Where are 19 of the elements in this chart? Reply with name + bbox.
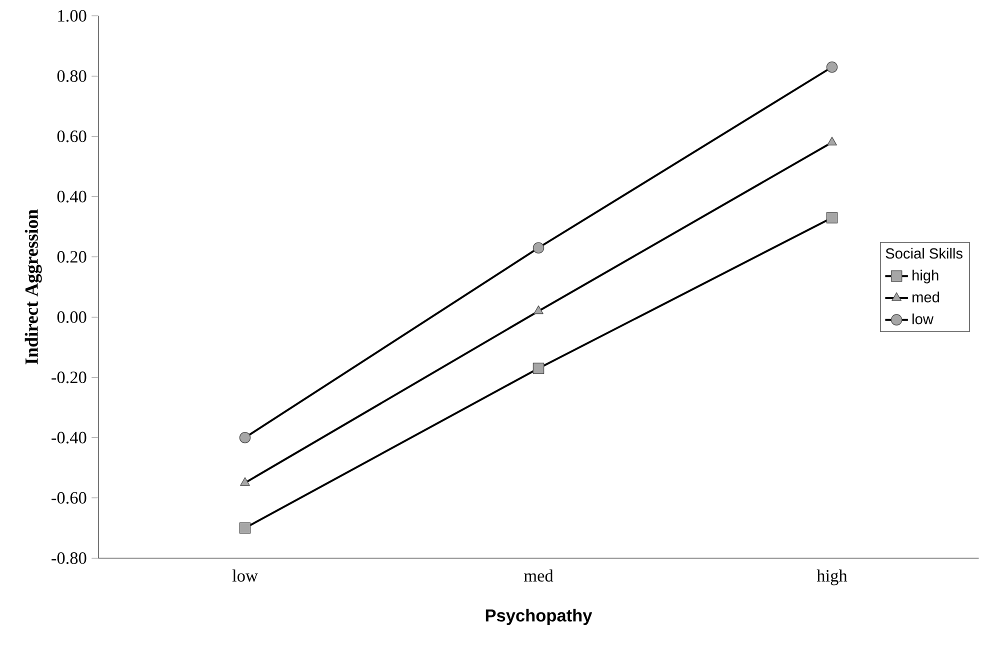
y-tick-label: -0.40 <box>52 432 86 444</box>
y-axis-title: Indirect Aggression <box>24 209 42 364</box>
y-tick-label: 0.40 <box>57 190 86 203</box>
y-tick-label: 0.60 <box>57 130 86 142</box>
y-tick-label: -0.20 <box>52 372 86 384</box>
legend-label: med <box>912 292 940 302</box>
x-tick-label: low <box>232 570 258 582</box>
y-tick-label: -0.80 <box>52 552 86 564</box>
y-tick-label: 0.80 <box>57 70 86 82</box>
y-tick-label: 0.00 <box>57 311 86 324</box>
legend-title: Social Skills <box>886 248 962 259</box>
y-tick-label: -0.60 <box>52 492 86 504</box>
y-tick-label: 1.00 <box>58 10 86 22</box>
legend-label: high <box>912 270 938 284</box>
x-axis-title: Psychopathy <box>486 608 592 626</box>
y-tick-label: 0.20 <box>57 251 86 263</box>
x-tick-label: high <box>816 570 848 586</box>
x-tick-label: med <box>524 570 554 582</box>
legend-label: low <box>912 314 934 324</box>
